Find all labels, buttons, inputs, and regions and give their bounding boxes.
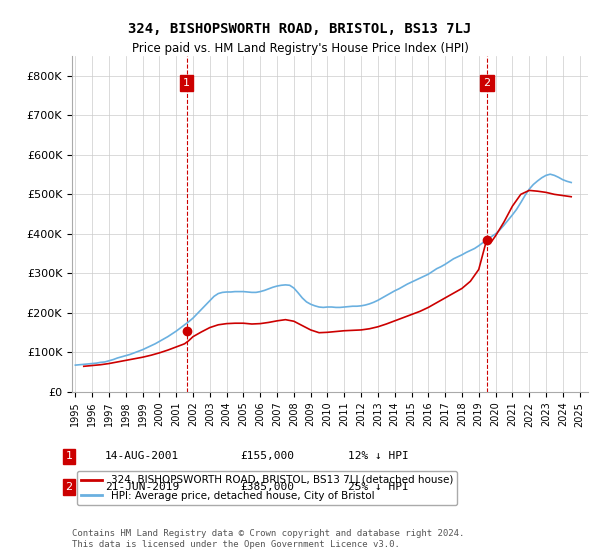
- Text: Contains HM Land Registry data © Crown copyright and database right 2024.
This d: Contains HM Land Registry data © Crown c…: [72, 529, 464, 549]
- Text: 25% ↓ HPI: 25% ↓ HPI: [348, 482, 409, 492]
- Text: 2: 2: [65, 482, 73, 492]
- Text: 12% ↓ HPI: 12% ↓ HPI: [348, 451, 409, 461]
- Text: 14-AUG-2001: 14-AUG-2001: [105, 451, 179, 461]
- Text: £155,000: £155,000: [240, 451, 294, 461]
- Text: 2: 2: [483, 78, 490, 88]
- Legend: 324, BISHOPSWORTH ROAD, BRISTOL, BS13 7LJ (detached house), HPI: Average price, : 324, BISHOPSWORTH ROAD, BRISTOL, BS13 7L…: [77, 471, 457, 505]
- Text: 1: 1: [183, 78, 190, 88]
- Text: 21-JUN-2019: 21-JUN-2019: [105, 482, 179, 492]
- Text: 324, BISHOPSWORTH ROAD, BRISTOL, BS13 7LJ: 324, BISHOPSWORTH ROAD, BRISTOL, BS13 7L…: [128, 22, 472, 36]
- Text: Price paid vs. HM Land Registry's House Price Index (HPI): Price paid vs. HM Land Registry's House …: [131, 42, 469, 55]
- Text: £385,000: £385,000: [240, 482, 294, 492]
- Text: 1: 1: [65, 451, 73, 461]
